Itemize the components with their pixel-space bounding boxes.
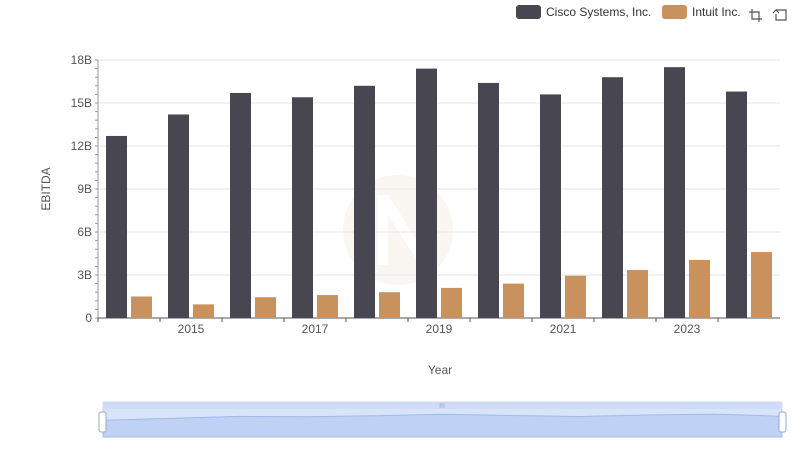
bar-cisco-2024[interactable] [726, 91, 747, 319]
data-zoom-top-bar[interactable] [103, 402, 782, 409]
legend-label: Intuit Inc. [692, 5, 741, 19]
legend-swatch [516, 5, 541, 19]
x-tick-label: 2023 [674, 322, 701, 336]
bar-cisco-2021[interactable] [540, 94, 561, 319]
bar-cisco-2023[interactable] [664, 67, 685, 319]
bar-cisco-2015[interactable] [168, 114, 189, 318]
bar-cisco-2018[interactable] [354, 85, 375, 318]
y-tick-label: 0 [85, 311, 92, 325]
data-zoom-preview-area [102, 413, 783, 438]
bar-intuit-2017[interactable] [317, 295, 338, 318]
legend-item-cisco[interactable]: Cisco Systems, Inc. [516, 5, 651, 19]
bar-cisco-2016[interactable] [230, 92, 251, 318]
bar-intuit-2019[interactable] [441, 287, 462, 318]
y-tick-label: 15B [71, 96, 92, 110]
bar-intuit-2018[interactable] [379, 292, 400, 318]
bar-intuit-2020[interactable] [503, 283, 524, 318]
legend-swatch [662, 5, 687, 19]
bar-cisco-2014[interactable] [106, 135, 127, 318]
x-tick-label: 2017 [302, 322, 329, 336]
x-tick-label: 2019 [426, 322, 453, 336]
reset-zoom-icon[interactable] [772, 6, 788, 22]
bar-cisco-2017[interactable] [292, 97, 313, 319]
legend-item-intuit[interactable]: Intuit Inc. [662, 5, 741, 19]
data-zoom-grip-icon[interactable]: III [439, 403, 445, 410]
x-tick-label: 2015 [178, 322, 205, 336]
bar-intuit-2021[interactable] [565, 275, 586, 318]
legend-label: Cisco Systems, Inc. [546, 5, 651, 19]
bar-intuit-2022[interactable] [627, 269, 648, 318]
y-tick-label: 6B [77, 225, 92, 239]
y-tick-label: 12B [71, 139, 92, 153]
data-zoom-slider[interactable]: III [98, 401, 787, 438]
bar-intuit-2024[interactable] [751, 252, 772, 318]
y-tick-label: 9B [77, 182, 92, 196]
data-zoom-left-handle[interactable] [98, 411, 107, 433]
x-axis: 2015 2017 2019 2021 2023 [97, 317, 780, 336]
bar-cisco-2022[interactable] [602, 77, 623, 318]
data-zoom-right-handle[interactable] [778, 411, 787, 433]
bar-intuit-2023[interactable] [689, 259, 710, 318]
y-axis: 0 3B 6B 9B 12B 15B 18B [71, 53, 99, 325]
bar-intuit-2014[interactable] [131, 296, 152, 319]
y-axis-title: EBITDA [39, 167, 53, 210]
y-tick-label: 3B [77, 268, 92, 282]
legend: Cisco Systems, Inc. Intuit Inc. [516, 5, 741, 19]
bar-intuit-2015[interactable] [193, 304, 214, 318]
x-tick-label: 2021 [550, 322, 577, 336]
bar-cisco-2019[interactable] [416, 68, 437, 318]
zoom-select-icon[interactable] [748, 6, 764, 22]
y-tick-label: 18B [71, 53, 92, 67]
bars [106, 67, 772, 319]
x-axis-title: Year [428, 363, 452, 377]
bar-cisco-2020[interactable] [478, 82, 499, 318]
bar-intuit-2016[interactable] [255, 297, 276, 318]
